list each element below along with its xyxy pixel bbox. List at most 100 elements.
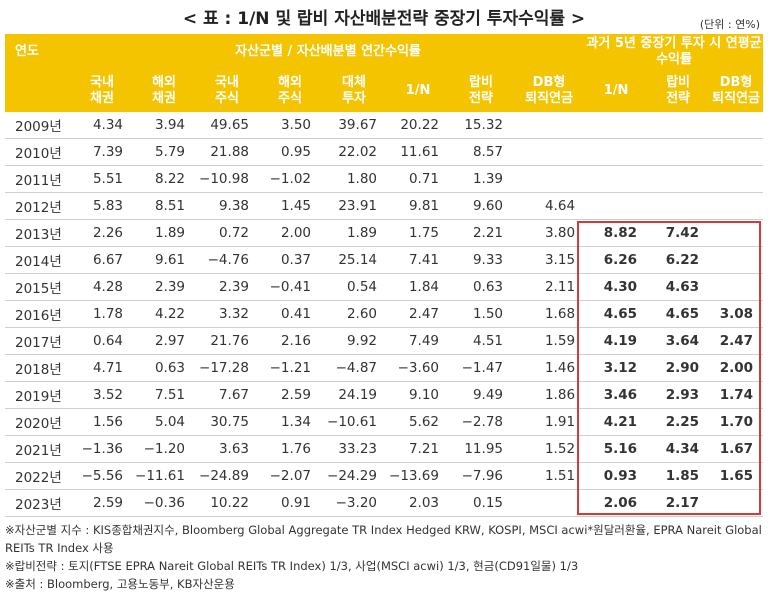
value-cell: −17.28: [195, 354, 259, 382]
table-row: 2011년 5.51 8.22 −10.98 −1.02 1.80 0.71 1.39: [5, 165, 764, 193]
returns-table: 연도 자산군별 / 자산배분별 연간수익률 과거 5년 중장기 투자 시 연평균…: [5, 34, 764, 517]
value-cell: −5.56: [71, 462, 133, 490]
year-cell: 2021년: [5, 435, 71, 463]
year-cell: 2018년: [5, 354, 71, 382]
year-cell: 2020년: [5, 408, 71, 436]
value-cell: 3.08: [709, 300, 764, 328]
value-cell: −4.76: [195, 246, 259, 274]
value-cell: 5.04: [133, 408, 195, 436]
value-cell: 21.88: [195, 138, 259, 166]
value-cell: 7.42: [647, 219, 710, 247]
table-row: 2023년 2.59 −0.36 10.22 0.91 −3.20 2.03 0.15 2.06…: [5, 489, 764, 517]
value-cell: −1.36: [71, 435, 133, 463]
value-cell: [513, 138, 586, 166]
value-cell: −0.36: [133, 489, 195, 517]
value-cell: 5.62: [387, 408, 449, 436]
value-cell: 4.71: [71, 354, 133, 382]
value-cell: 7.51: [133, 381, 195, 409]
value-cell: 3.94: [133, 112, 195, 139]
value-cell: 2.17: [647, 489, 710, 517]
value-cell: 7.41: [387, 246, 449, 274]
value-cell: 1.50: [449, 300, 513, 328]
year-cell: 2012년: [5, 192, 71, 220]
value-cell: 2.00: [709, 354, 764, 382]
value-cell: 1.80: [321, 165, 387, 193]
value-cell: 11.95: [449, 435, 513, 463]
value-cell: 4.65: [585, 300, 648, 328]
value-cell: 0.15: [449, 489, 513, 517]
value-cell: 1.52: [513, 435, 586, 463]
value-cell: −3.20: [321, 489, 387, 517]
value-cell: 2.21: [449, 219, 513, 247]
value-cell: 15.32: [449, 112, 513, 139]
value-cell: 0.91: [259, 489, 321, 517]
value-cell: 4.19: [585, 327, 648, 355]
value-cell: −10.61: [321, 408, 387, 436]
value-cell: 4.65: [647, 300, 710, 328]
value-cell: [585, 112, 648, 139]
value-cell: −1.02: [259, 165, 321, 193]
value-cell: 4.30: [585, 273, 648, 301]
column-header: 1/N: [387, 70, 449, 112]
year-cell: 2016년: [5, 300, 71, 328]
table-row: 2019년 3.52 7.51 7.67 2.59 24.19 9.10 9.49 1.86 3.…: [5, 381, 764, 409]
year-cell: 2022년: [5, 462, 71, 490]
column-header: 대체 투자: [321, 70, 387, 112]
value-cell: 2.97: [133, 327, 195, 355]
value-cell: 3.80: [513, 219, 586, 247]
value-cell: 6.67: [71, 246, 133, 274]
value-cell: 9.49: [449, 381, 513, 409]
value-cell: −2.07: [259, 462, 321, 490]
table-row: 2017년 0.64 2.97 21.76 2.16 9.92 7.49 4.51 1.59 4.…: [5, 327, 764, 355]
value-cell: 1.34: [259, 408, 321, 436]
value-cell: −2.78: [449, 408, 513, 436]
value-cell: 2.26: [71, 219, 133, 247]
value-cell: 9.81: [387, 192, 449, 220]
value-cell: 2.60: [321, 300, 387, 328]
value-cell: [647, 165, 710, 193]
table-row: 2009년 4.34 3.94 49.65 3.50 39.67 20.22 15.32: [5, 112, 764, 139]
value-cell: −1.47: [449, 354, 513, 382]
value-cell: 2.11: [513, 273, 586, 301]
column-header: 국내 채권: [71, 70, 133, 112]
value-cell: 8.22: [133, 165, 195, 193]
value-cell: [513, 489, 586, 517]
value-cell: 1.84: [387, 273, 449, 301]
column-header: 해외 채권: [133, 70, 195, 112]
value-cell: 2.16: [259, 327, 321, 355]
value-cell: 1.59: [513, 327, 586, 355]
value-cell: [585, 192, 648, 220]
hist-group-header: 과거 5년 중장기 투자 시 연평균수익률: [585, 34, 764, 70]
table-row: 2012년 5.83 8.51 9.38 1.45 23.91 9.81 9.60 4.64: [5, 192, 764, 220]
value-cell: 1.65: [709, 462, 764, 490]
column-header: DB형 퇴직연금: [513, 70, 586, 112]
value-cell: 5.16: [585, 435, 648, 463]
table-row: 2020년 1.56 5.04 30.75 1.34 −10.61 5.62 −2.78 1.9…: [5, 408, 764, 436]
value-cell: 8.51: [133, 192, 195, 220]
value-cell: 2.00: [259, 219, 321, 247]
table-row: 2010년 7.39 5.79 21.88 0.95 22.02 11.61 8.57: [5, 138, 764, 166]
value-cell: 3.63: [195, 435, 259, 463]
value-cell: 2.06: [585, 489, 648, 517]
value-cell: [513, 112, 586, 139]
value-cell: 3.64: [647, 327, 710, 355]
value-cell: [513, 165, 586, 193]
year-cell: 2023년: [5, 489, 71, 517]
value-cell: 1.68: [513, 300, 586, 328]
value-cell: −10.98: [195, 165, 259, 193]
annual-group-header: 자산군별 / 자산배분별 연간수익률: [71, 34, 586, 70]
column-header: 해외 주식: [259, 70, 321, 112]
value-cell: 7.39: [71, 138, 133, 166]
column-header-blank: [5, 70, 71, 112]
value-cell: 9.60: [449, 192, 513, 220]
value-cell: 4.64: [513, 192, 586, 220]
value-cell: 3.12: [585, 354, 648, 382]
value-cell: 1.76: [259, 435, 321, 463]
footnote-rabbi: ※랍비전략 : 토지(FTSE EPRA Nareit Global REITs…: [5, 559, 579, 573]
value-cell: [709, 246, 764, 274]
value-cell: 4.34: [647, 435, 710, 463]
value-cell: 3.32: [195, 300, 259, 328]
value-cell: 5.83: [71, 192, 133, 220]
value-cell: 9.10: [387, 381, 449, 409]
table-row: 2022년 −5.56 −11.61 −24.89 −2.07 −24.29 −13.69−…: [5, 462, 764, 490]
